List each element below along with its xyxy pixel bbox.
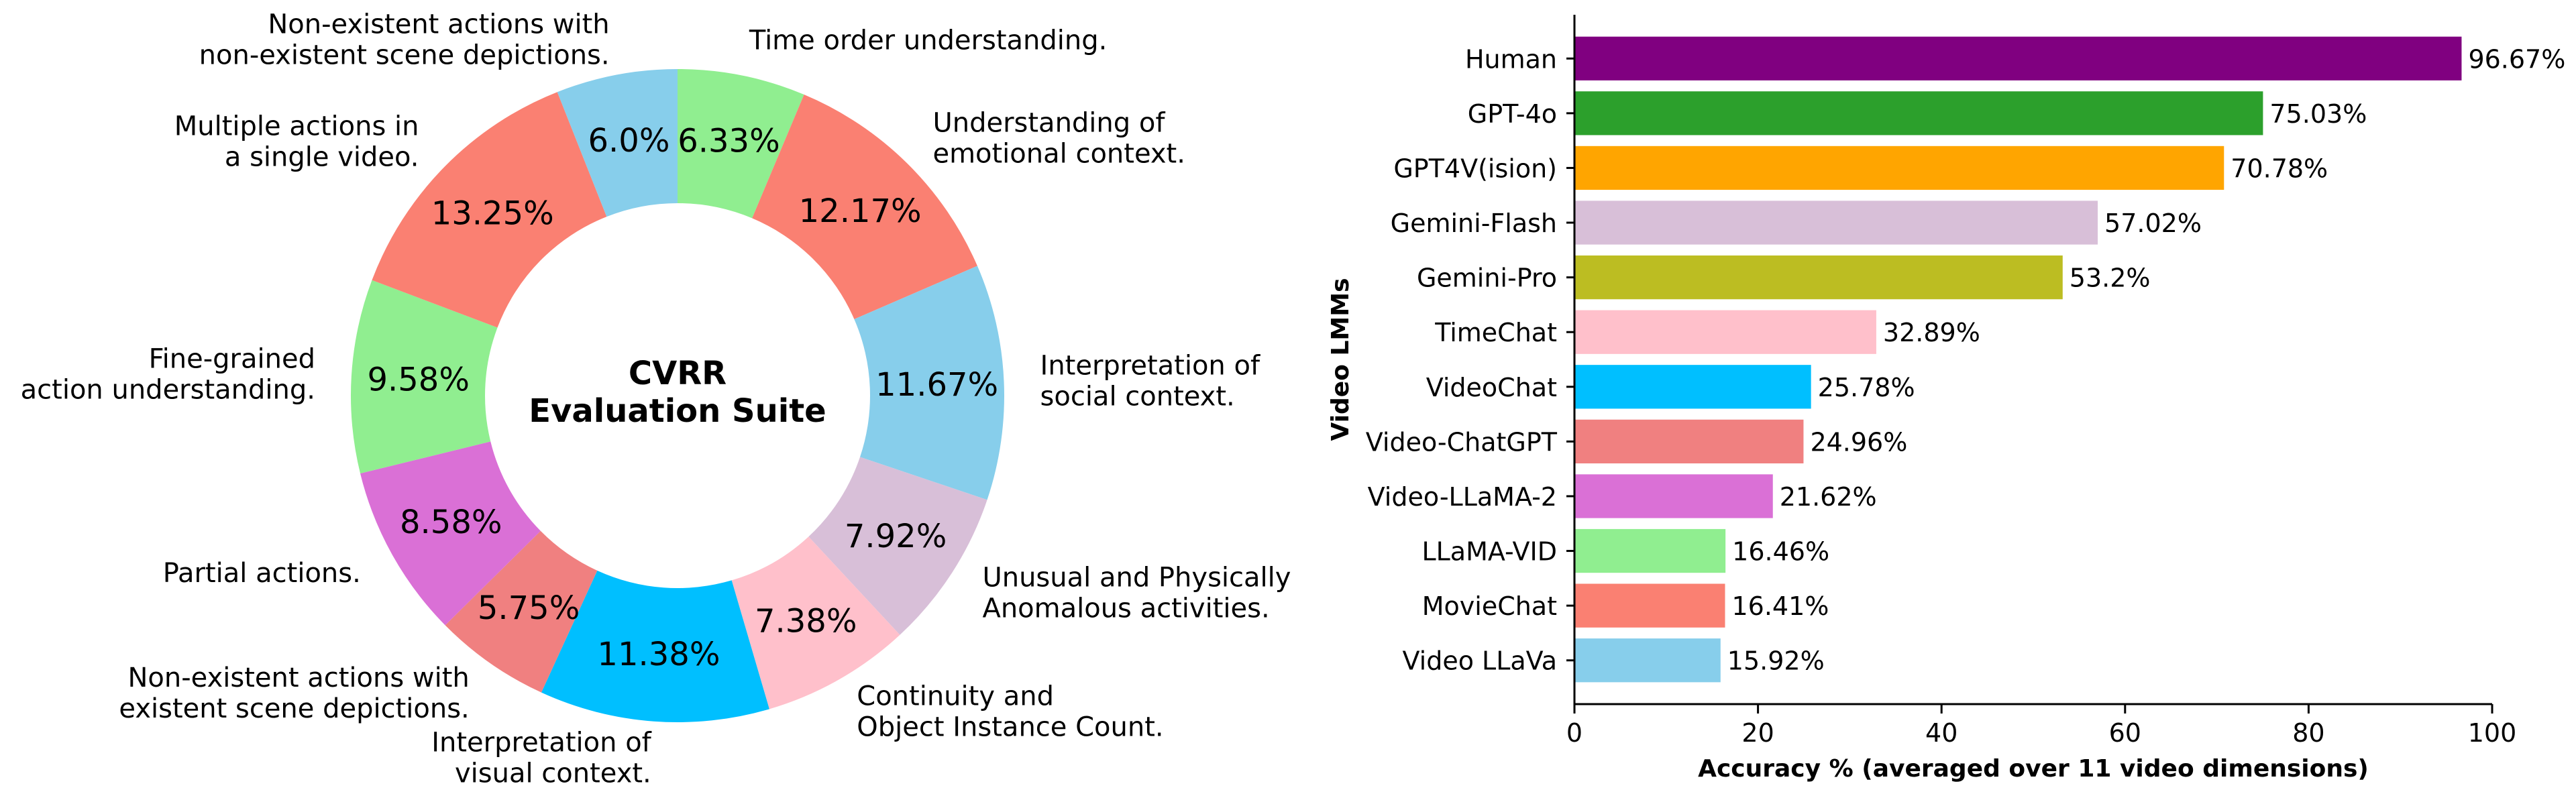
donut-category-label: Interpretation of visual context. <box>431 728 651 789</box>
bar-category-label: Video LLaVa <box>1402 646 1557 676</box>
donut-category-label: Partial actions. <box>163 558 361 589</box>
bar-marks <box>1574 36 2462 683</box>
donut-slice <box>372 92 607 328</box>
y-axis-label: Video LMMs <box>1327 278 1354 441</box>
bar <box>1574 146 2224 190</box>
bar <box>1574 201 2098 245</box>
bar-value-label: 96.67% <box>2468 44 2565 74</box>
donut-chart: 6.33% 12.17% 11.67% 7.92% 7.38% 11.38% 5.75% 8.… <box>21 9 1291 789</box>
x-tick-label: 40 <box>1925 718 1957 748</box>
bar-category-label: MovieChat <box>1422 591 1557 621</box>
bar-category-label: GPT-4o <box>1468 99 1557 129</box>
bar-value-label: 16.41% <box>1731 591 1829 621</box>
bar-value-label: 16.46% <box>1732 537 1829 567</box>
x-tick-label: 0 <box>1566 718 1582 748</box>
bar-value-label: 32.89% <box>1883 318 1980 347</box>
bar <box>1574 310 1876 354</box>
bar <box>1574 255 2063 300</box>
donut-percent-label: 11.38% <box>597 636 720 673</box>
donut-percent-label: 7.92% <box>845 518 947 555</box>
x-tick-label: 80 <box>2292 718 2324 748</box>
bar-category-label: VideoChat <box>1426 373 1557 402</box>
donut-category-label: Multiple actions in a single video. <box>174 111 419 172</box>
donut-category-label: Continuity and Object Instance Count. <box>857 681 1163 742</box>
donut-category-label: Time order understanding. <box>749 25 1107 56</box>
bar-category-label: Gemini-Pro <box>1417 264 1557 293</box>
bar <box>1574 583 1725 628</box>
bar-category-label: Video-ChatGPT <box>1366 427 1558 457</box>
donut-category-label: Unusual and Physically Anomalous activiti… <box>982 563 1291 624</box>
donut-percent-label: 5.75% <box>478 589 580 627</box>
donut-percent-labels: 6.33% 12.17% 11.67% 7.92% 7.38% 11.38% 5.75% 8.… <box>367 122 998 673</box>
donut-category-label: Non-existent actions with existent scene … <box>119 663 469 724</box>
bar-category-labels: Human GPT-4o GPT4V(ision) Gemini-Flash Gemin… <box>1366 44 1574 676</box>
bar <box>1574 638 1721 683</box>
bar <box>1574 528 1726 573</box>
bar <box>1574 474 1773 518</box>
bar-value-label: 15.92% <box>1727 646 1825 676</box>
donut-slice <box>541 570 769 723</box>
donut-slice <box>445 530 598 693</box>
bar-category-label: Video-LLaMA-2 <box>1368 482 1557 512</box>
x-axis-label: Accuracy % (averaged over 11 video dimen… <box>1698 755 2369 783</box>
bar-value-label: 75.03% <box>2269 99 2367 129</box>
donut-percent-label: 12.17% <box>799 192 922 230</box>
bar-value-label: 24.96% <box>1810 427 1907 457</box>
donut-slice <box>731 536 900 709</box>
x-tick-label: 100 <box>2468 718 2517 748</box>
bar-category-label: TimeChat <box>1434 318 1557 347</box>
x-axis-ticks: 0 20 40 60 80 100 <box>1566 704 2516 748</box>
bar <box>1574 91 2263 135</box>
donut-category-label: Non-existent actions with non-existent sc… <box>199 9 610 71</box>
donut-slice <box>557 69 678 217</box>
bar-value-label: 70.78% <box>2231 154 2328 183</box>
donut-category-label: Understanding of emotional context. <box>932 107 1185 169</box>
donut-slice <box>678 69 804 219</box>
donut-slices <box>351 69 1004 723</box>
donut-category-label: Fine-grained action understanding. <box>21 343 315 405</box>
bar <box>1574 36 2462 80</box>
donut-percent-label: 6.0% <box>588 122 670 160</box>
donut-percent-label: 7.38% <box>755 602 857 640</box>
donut-percent-label: 9.58% <box>367 361 469 399</box>
bar-category-label: Gemini-Flash <box>1391 209 1557 238</box>
bar-category-label: GPT4V(ision) <box>1393 154 1557 183</box>
bar-chart: 96.67% 75.03% 70.78% 57.02% 53.2% 32.89% 25.78… <box>1327 15 2565 783</box>
donut-slice <box>808 457 987 635</box>
donut-percent-label: 13.25% <box>431 194 554 232</box>
donut-slice <box>360 441 541 626</box>
donut-category-labels: Time order understanding. Understanding o… <box>21 9 1291 789</box>
bar-value-label: 25.78% <box>1818 373 1915 402</box>
bar-value-labels: 96.67% 75.03% 70.78% 57.02% 53.2% 32.89% 25.78… <box>1727 44 2566 675</box>
donut-category-label: Interpretation of social context. <box>1040 350 1260 412</box>
bar-category-label: LLaMA-VID <box>1421 537 1557 567</box>
x-tick-label: 20 <box>1741 718 1774 748</box>
bar-value-label: 57.02% <box>2104 209 2202 238</box>
bar-value-label: 53.2% <box>2070 264 2151 293</box>
bar-value-label: 21.62% <box>1780 482 1877 512</box>
donut-percent-label: 8.58% <box>400 504 502 541</box>
donut-percent-label: 11.67% <box>875 366 998 404</box>
x-tick-label: 60 <box>2109 718 2141 748</box>
donut-percent-label: 6.33% <box>678 123 780 160</box>
donut-slice <box>752 95 977 319</box>
donut-slice <box>351 280 498 473</box>
bar <box>1574 419 1804 464</box>
bar <box>1574 365 1811 409</box>
donut-slice <box>854 266 1004 500</box>
bar-category-label: Human <box>1465 44 1557 74</box>
donut-center-title: CVRR Evaluation Suite <box>529 355 826 430</box>
